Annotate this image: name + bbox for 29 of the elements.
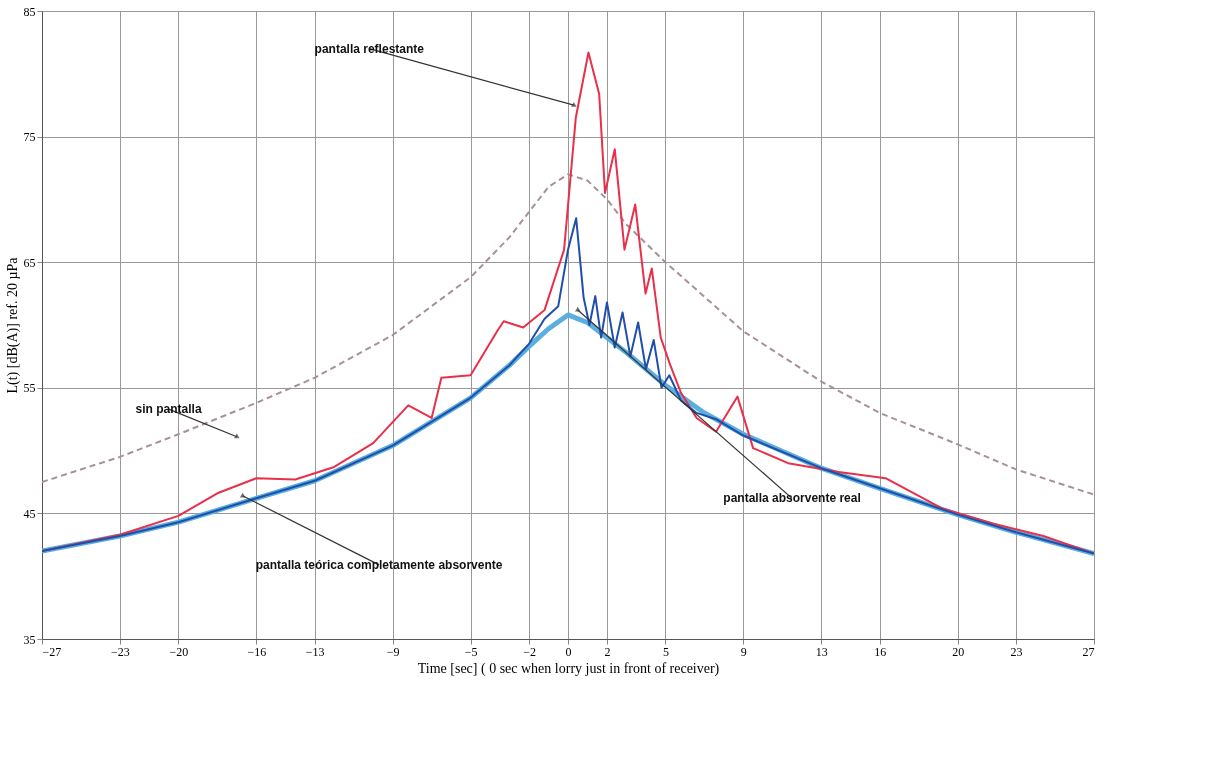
- annotation: pantalla reflestante: [314, 41, 425, 56]
- annotation: pantalla teórica completamente absorvente: [255, 557, 503, 572]
- x-tick-label: 9: [740, 644, 747, 659]
- x-tick-label: −20: [169, 644, 189, 659]
- y-tick-label: 35: [23, 632, 36, 647]
- x-axis-title: Time [sec] ( 0 sec when lorry just in front of receiver): [417, 660, 720, 677]
- x-tick-label: −9: [386, 644, 400, 659]
- x-tick-label: −2: [523, 644, 536, 659]
- y-axis-title: L(t) [dB(A)] ref. 20 µPa: [4, 256, 21, 394]
- x-tick-label: 2: [604, 644, 611, 659]
- x-tick-label: 23: [1010, 644, 1023, 659]
- y-tick-label: 55: [23, 381, 36, 396]
- x-tick-label: 27: [1082, 644, 1095, 659]
- y-tick-label: 65: [23, 255, 36, 270]
- x-tick-label: 16: [874, 644, 887, 659]
- x-tick-label: −16: [247, 644, 267, 659]
- x-tick-label: 5: [662, 644, 669, 659]
- y-tick-label: 85: [23, 4, 36, 19]
- y-tick-label: 75: [23, 130, 36, 145]
- x-tick-label: −27: [42, 644, 62, 659]
- x-tick-label: −5: [464, 644, 478, 659]
- x-tick-label: 20: [952, 644, 965, 659]
- x-tick-label: −23: [111, 644, 130, 659]
- y-tick-label: 45: [23, 506, 36, 521]
- annotation: pantalla absorvente real: [723, 491, 861, 506]
- x-tick-label: 0: [565, 644, 572, 659]
- annotation: sin pantalla: [135, 402, 202, 417]
- x-tick-label: −13: [305, 644, 325, 659]
- x-tick-label: 13: [815, 644, 828, 659]
